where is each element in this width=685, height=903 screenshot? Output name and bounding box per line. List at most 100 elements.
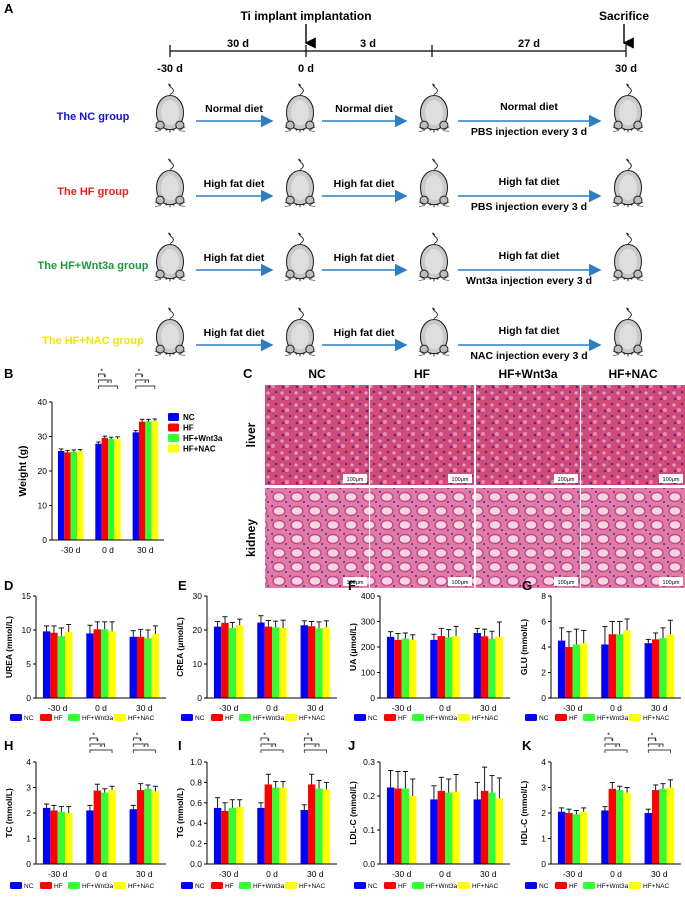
bar <box>151 791 160 864</box>
mouse-icon <box>418 158 450 208</box>
group-row: The HF+Wnt3a group High fat diet High fat … <box>38 232 644 287</box>
legend-label: HF+NAC <box>472 883 498 890</box>
panel-letter-e: E <box>178 578 187 593</box>
significance-star: * <box>92 733 95 740</box>
significance-bracket <box>647 749 671 753</box>
bar <box>608 634 616 698</box>
y-tick-label: 1 <box>541 834 546 844</box>
bar <box>473 799 481 864</box>
mouse-icon <box>154 158 186 208</box>
group-name: The HF+Wnt3a group <box>38 260 149 272</box>
x-tick-label: 30 d <box>136 869 153 879</box>
legend-label: HF+Wnt3a <box>82 883 114 890</box>
panel-letter-f: F <box>348 578 356 593</box>
bar <box>86 633 94 698</box>
legend-label: NC <box>368 883 378 890</box>
bar <box>608 788 616 864</box>
bar <box>136 636 145 698</box>
bar <box>101 629 109 698</box>
y-tick-label: 3 <box>26 783 31 793</box>
bar <box>666 634 675 698</box>
bar <box>480 790 489 864</box>
panel-letter-i: I <box>178 738 182 753</box>
bar <box>557 640 566 698</box>
legend-label: NC <box>24 883 34 890</box>
legend-label: NC <box>195 715 205 722</box>
histology-column-label: HF <box>414 367 430 381</box>
time-label-0: 0 d <box>298 63 314 75</box>
legend-swatch <box>211 882 223 889</box>
tissue-image <box>370 385 474 485</box>
y-tick-label: 2 <box>541 808 546 818</box>
injection-label: PBS injection every 3 d <box>471 126 587 138</box>
y-tick-label: 8 <box>541 591 546 601</box>
legend-label: HF <box>569 883 578 890</box>
x-tick-label: -30 d <box>61 545 81 555</box>
legend-swatch <box>412 882 424 889</box>
mouse-icon <box>284 158 316 208</box>
significance-star: * <box>310 739 313 746</box>
legend-label: NC <box>183 413 195 422</box>
diet-label: High fat diet <box>204 327 265 339</box>
histology-image: 100μm <box>370 488 474 588</box>
diet-label: High fat diet <box>499 250 560 262</box>
panel-letter-k: K <box>522 738 532 753</box>
panel-letter-d: D <box>4 578 13 593</box>
significance-bracket <box>135 379 149 383</box>
mouse-icon <box>612 83 644 133</box>
significance-bracket <box>647 737 656 741</box>
legend-label: HF+NAC <box>183 445 216 454</box>
legend-swatch <box>181 714 193 721</box>
bar <box>644 813 652 864</box>
significance-bracket <box>303 749 327 753</box>
bar <box>65 632 73 698</box>
bar <box>322 789 331 864</box>
bar <box>401 638 410 698</box>
bar <box>57 636 66 698</box>
diet-label: Normal diet <box>335 103 393 115</box>
bar <box>145 421 152 540</box>
legend-swatch <box>168 444 179 453</box>
legend-swatch <box>114 882 126 889</box>
bar <box>394 639 402 698</box>
y-axis-label: HDL-C (mmol/L) <box>519 780 529 845</box>
y-tick-label: 0 <box>541 859 546 869</box>
legend-label: HF+NAC <box>472 715 498 722</box>
x-tick-label: 0 d <box>610 703 622 713</box>
significance-star: * <box>307 733 310 740</box>
legend-swatch <box>285 882 297 889</box>
tissue-image <box>370 488 474 588</box>
scale-bar-box <box>343 577 367 586</box>
row-label-bg <box>240 488 264 588</box>
significance-star: * <box>651 733 654 740</box>
legend-swatch <box>68 882 80 889</box>
legend-swatch <box>583 714 595 721</box>
legend-label: HF+NAC <box>128 883 154 890</box>
y-tick-label: 0.2 <box>363 791 375 801</box>
bar <box>101 792 109 864</box>
significance-bracket <box>132 743 149 747</box>
bar <box>213 807 222 864</box>
bar <box>315 788 323 864</box>
bar <box>129 809 137 864</box>
row-label-bg <box>240 385 264 485</box>
y-tick-label: 1.0 <box>190 757 202 767</box>
x-tick-label: 0 d <box>95 869 107 879</box>
bar <box>64 452 71 540</box>
bar <box>114 438 121 540</box>
bar <box>557 811 566 864</box>
y-tick-label: 4 <box>26 757 31 767</box>
scale-bar-label: 100μm <box>452 477 469 483</box>
legend-swatch <box>458 714 470 721</box>
legend-label: HF+Wnt3a <box>426 883 458 890</box>
legend-swatch <box>629 714 641 721</box>
y-tick-label: 0.4 <box>190 818 202 828</box>
y-tick-label: 200 <box>361 642 375 652</box>
scale-bar-label: 100μm <box>663 477 680 483</box>
significance-star: * <box>607 733 610 740</box>
significance-star: * <box>107 381 110 388</box>
bar <box>279 627 287 698</box>
tissue-image <box>476 488 580 588</box>
legend-swatch <box>354 882 366 889</box>
bar <box>409 639 417 698</box>
